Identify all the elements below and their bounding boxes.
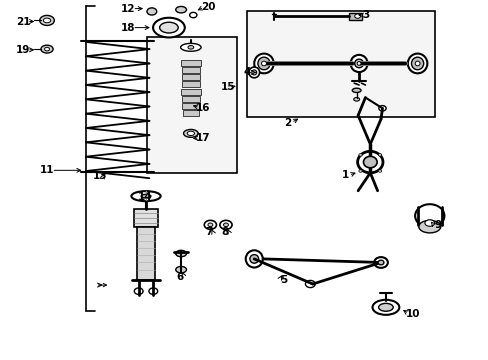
Text: 2: 2 [283, 118, 290, 128]
Ellipse shape [424, 220, 434, 226]
Ellipse shape [149, 288, 158, 294]
Text: 7: 7 [205, 227, 212, 237]
Bar [181, 60, 200, 66]
Bar [182, 103, 199, 109]
Ellipse shape [204, 220, 216, 229]
Ellipse shape [131, 191, 160, 201]
Ellipse shape [159, 22, 178, 33]
Text: 5: 5 [279, 275, 286, 285]
Ellipse shape [377, 260, 383, 265]
Ellipse shape [356, 62, 360, 65]
Ellipse shape [248, 67, 259, 78]
Ellipse shape [350, 55, 367, 72]
Ellipse shape [414, 204, 444, 228]
Ellipse shape [187, 131, 194, 135]
Ellipse shape [175, 250, 186, 257]
Bar [134, 209, 158, 227]
Ellipse shape [353, 98, 359, 101]
Ellipse shape [411, 57, 423, 70]
Ellipse shape [187, 45, 193, 49]
Ellipse shape [305, 280, 315, 288]
Ellipse shape [134, 288, 143, 294]
Ellipse shape [418, 220, 440, 233]
Ellipse shape [358, 154, 362, 156]
Ellipse shape [378, 154, 381, 156]
Ellipse shape [189, 12, 197, 18]
Ellipse shape [351, 88, 360, 93]
Text: 6: 6 [176, 272, 183, 282]
Text: 17: 17 [196, 133, 210, 143]
Text: 19: 19 [16, 45, 30, 55]
Ellipse shape [175, 6, 186, 13]
Text: 16: 16 [196, 103, 210, 113]
Ellipse shape [43, 18, 51, 23]
Bar [181, 89, 200, 95]
Text: 13: 13 [92, 171, 107, 181]
Ellipse shape [257, 57, 269, 70]
Text: 18: 18 [121, 23, 136, 33]
Ellipse shape [175, 266, 186, 273]
Text: 4: 4 [243, 67, 251, 77]
Ellipse shape [245, 250, 262, 267]
Text: 8: 8 [221, 227, 228, 237]
Ellipse shape [223, 223, 228, 227]
Ellipse shape [407, 54, 427, 73]
Ellipse shape [354, 14, 360, 18]
Ellipse shape [40, 15, 54, 26]
Text: 11: 11 [40, 165, 55, 175]
Ellipse shape [41, 45, 53, 53]
Ellipse shape [414, 61, 419, 66]
Ellipse shape [363, 156, 376, 168]
Text: 9: 9 [433, 220, 440, 230]
Ellipse shape [249, 255, 258, 263]
Bar [181, 67, 200, 73]
Ellipse shape [357, 151, 382, 173]
Bar [181, 96, 200, 102]
Text: 12: 12 [121, 4, 136, 14]
Ellipse shape [372, 300, 399, 315]
Bar [181, 81, 200, 87]
Text: 15: 15 [220, 82, 235, 92]
Ellipse shape [378, 170, 381, 172]
Ellipse shape [147, 8, 157, 15]
Ellipse shape [378, 105, 386, 111]
Bar [348, 13, 361, 20]
Text: 10: 10 [405, 309, 419, 319]
Ellipse shape [220, 220, 232, 229]
Bar [137, 227, 155, 280]
Ellipse shape [354, 59, 363, 68]
Bar [182, 74, 199, 80]
Ellipse shape [153, 18, 184, 37]
Ellipse shape [141, 194, 151, 198]
Ellipse shape [358, 170, 362, 172]
Ellipse shape [254, 54, 273, 73]
Ellipse shape [180, 43, 201, 51]
Text: 21: 21 [16, 17, 30, 27]
Bar [246, 12, 434, 117]
Ellipse shape [373, 257, 387, 268]
Ellipse shape [183, 130, 198, 137]
Text: 1: 1 [341, 170, 348, 180]
Bar [182, 110, 199, 116]
Ellipse shape [207, 223, 212, 227]
Text: 20: 20 [200, 2, 215, 12]
Ellipse shape [378, 303, 392, 311]
Text: 3: 3 [362, 10, 369, 20]
Ellipse shape [44, 47, 49, 51]
Bar [147, 37, 237, 173]
Ellipse shape [251, 70, 256, 75]
Ellipse shape [261, 61, 266, 66]
Text: 14: 14 [138, 192, 153, 202]
